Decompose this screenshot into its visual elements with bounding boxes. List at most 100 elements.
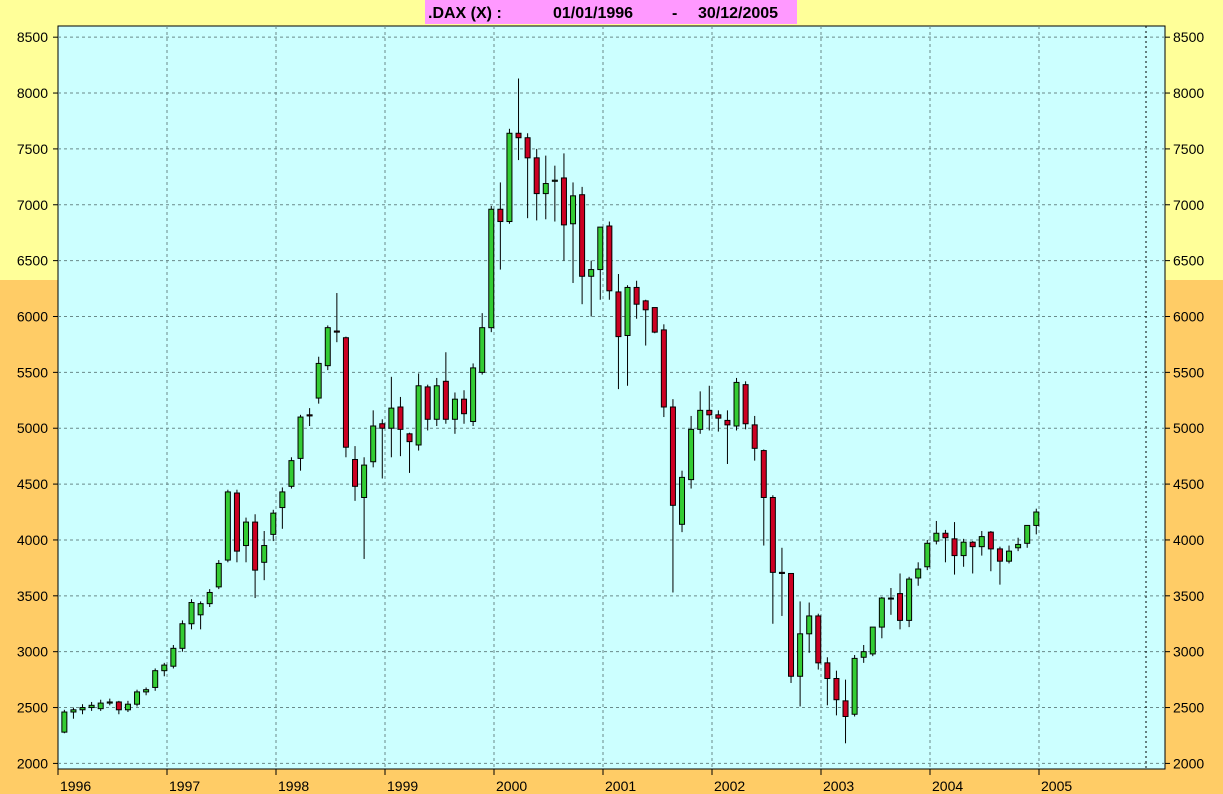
candle-body-up	[88, 704, 95, 709]
y-tick-label-left: 8500	[17, 29, 48, 45]
y-tick-label-right: 2000	[1173, 755, 1204, 771]
candle-body-up	[797, 633, 804, 677]
y-tick-label-right: 4500	[1173, 476, 1204, 492]
candle-body-up	[688, 428, 695, 481]
candle-body-down	[669, 406, 676, 506]
y-tick-label-left: 4000	[17, 532, 48, 548]
candle-body-up	[297, 416, 304, 459]
x-tick-label: 1999	[387, 778, 418, 794]
candle-body-down	[897, 593, 904, 621]
candle-body-down	[461, 398, 468, 415]
candle-body-down	[833, 677, 840, 701]
x-axis: 1996 1997 1998 1999 2000 2001 2002 2003 2004 2005	[57, 769, 1072, 794]
candle-body-up	[1033, 511, 1040, 526]
y-tick-label-right: 7500	[1173, 141, 1204, 157]
candle-body-down	[424, 386, 431, 420]
candle-body-up	[315, 362, 322, 399]
candle-body-up	[924, 542, 931, 568]
candle-body-up	[215, 562, 222, 588]
candle-body-down	[615, 291, 622, 338]
candle-body-down	[233, 492, 240, 552]
candle-body-down	[706, 409, 713, 416]
candle-body-down	[842, 700, 849, 717]
candle-body-up	[324, 327, 331, 367]
candle-body-up	[869, 626, 876, 655]
y-tick-label-left: 4500	[17, 476, 48, 492]
y-tick-label-left: 6500	[17, 253, 48, 269]
candle-body-up	[79, 707, 86, 711]
y-tick-label-left: 2000	[17, 755, 48, 771]
candle-body-up	[479, 327, 486, 373]
title-box	[425, 0, 797, 24]
candle-body-down	[115, 701, 122, 711]
candle-body-up	[161, 664, 168, 672]
x-tick-label: 2004	[932, 778, 963, 794]
x-tick-label: 2000	[496, 778, 527, 794]
candle-body-up	[188, 602, 195, 625]
candle-body-down	[942, 532, 949, 539]
candle-body-up	[279, 491, 286, 509]
candle-body-down	[333, 330, 340, 333]
y-tick-label-right: 3500	[1173, 588, 1204, 604]
x-tick-label: 1997	[169, 778, 200, 794]
candle-body-down	[987, 531, 994, 550]
y-tick-label-right: 2500	[1173, 700, 1204, 716]
candle-body-up	[1024, 524, 1031, 544]
candle-body-up	[679, 476, 686, 525]
candle-body-up	[106, 701, 113, 704]
candle-body-up	[506, 132, 513, 223]
candle-body-up	[361, 464, 368, 498]
x-tick-label: 2002	[714, 778, 745, 794]
candle-body-up	[624, 286, 631, 336]
y-tick-label-right: 7000	[1173, 197, 1204, 213]
y-tick-label-left: 6000	[17, 308, 48, 324]
y-tick-label-right: 6000	[1173, 308, 1204, 324]
candle-body-up	[451, 398, 458, 420]
y-tick-label-right: 8000	[1173, 85, 1204, 101]
candle-body-up	[906, 578, 913, 621]
candle-body-down	[606, 225, 613, 292]
candle-body-down	[533, 157, 540, 195]
candle-body-down	[397, 406, 404, 430]
candle-body-up	[170, 647, 177, 667]
candle-body-down	[778, 571, 785, 574]
y-axis-right: 2000 2500 3000 3500 4000 4500 5000 5500 6000 6500…	[1165, 29, 1204, 771]
candle-body-down	[660, 329, 667, 408]
y-tick-label-left: 3000	[17, 644, 48, 660]
candle-body-up	[143, 689, 150, 693]
candle-body-up	[887, 597, 894, 600]
candle-body-up	[933, 532, 940, 542]
y-tick-label-left: 7500	[17, 141, 48, 157]
candle-body-down	[560, 177, 567, 226]
candle-body-down	[788, 572, 795, 677]
y-tick-label-right: 4000	[1173, 532, 1204, 548]
candle-body-down	[379, 423, 386, 429]
candle-body-down	[342, 337, 349, 448]
candle-body-up	[206, 591, 213, 605]
candle-body-up	[134, 691, 141, 705]
candle-body-down	[724, 419, 731, 426]
candle-body-up	[197, 603, 204, 616]
candle-body-up	[124, 703, 131, 711]
candle-body-up	[488, 208, 495, 329]
y-tick-label-left: 3500	[17, 588, 48, 604]
candle-body-down	[406, 433, 413, 443]
candle-body-down	[497, 208, 504, 223]
title-symbol: .DAX (X) :	[428, 5, 502, 22]
candle-body-down	[815, 615, 822, 664]
candle-body-down	[579, 194, 586, 277]
y-tick-label-right: 5500	[1173, 364, 1204, 380]
candle-body-up	[806, 615, 813, 635]
candle-body-up	[597, 226, 604, 271]
candle-body-down	[651, 307, 658, 333]
title-bar: .DAX (X) : 01/01/1996 - 30/12/2005	[425, 0, 797, 24]
candle-body-up	[270, 512, 277, 535]
x-tick-label: 2003	[823, 778, 854, 794]
x-tick-label: 2005	[1041, 778, 1072, 794]
candle-body-up	[152, 670, 159, 688]
candle-body-up	[243, 521, 250, 547]
candle-body-up	[960, 541, 967, 557]
candle-body-up	[915, 568, 922, 579]
candle-body-up	[388, 407, 395, 429]
